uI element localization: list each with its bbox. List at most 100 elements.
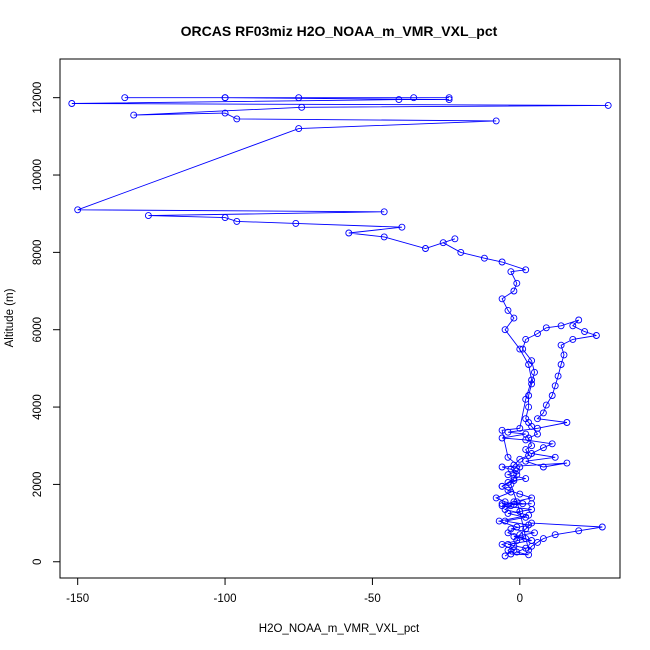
data-point (542, 401, 550, 409)
data-point (295, 125, 303, 133)
data-point (598, 523, 606, 531)
data-point (507, 525, 515, 533)
data-point (604, 101, 612, 109)
data-point (539, 535, 547, 543)
data-point (501, 517, 509, 525)
data-point (410, 94, 418, 102)
data-point (554, 372, 562, 380)
data-point (516, 345, 524, 353)
data-point (522, 457, 530, 465)
data-point (513, 279, 521, 287)
data-point (528, 380, 536, 388)
data-point (528, 376, 536, 384)
y-tick-label: 12000 (32, 82, 44, 114)
data-point (498, 434, 506, 442)
data-point (516, 490, 524, 498)
data-point (525, 403, 533, 411)
data-point (492, 494, 500, 502)
data-point (522, 513, 530, 521)
data-point (74, 206, 82, 214)
data-point (498, 426, 506, 434)
data-point (292, 219, 300, 227)
data-point (504, 546, 512, 554)
data-point (525, 361, 533, 368)
data-point (492, 117, 500, 125)
data-point (380, 208, 388, 216)
data-point (498, 502, 506, 510)
data-point (439, 239, 447, 247)
data-point (522, 525, 530, 533)
data-point (551, 531, 559, 539)
data-point (531, 368, 538, 376)
y-tick-label: 10000 (32, 159, 44, 191)
data-point (528, 442, 536, 450)
y-tick-label: 4000 (32, 394, 44, 420)
data-point (221, 94, 229, 102)
data-point (516, 424, 524, 432)
data-point (522, 266, 530, 274)
data-point (380, 233, 388, 241)
data-point (451, 235, 459, 243)
data-point (513, 548, 521, 556)
data-point (498, 463, 506, 471)
data-point (445, 96, 453, 104)
data-point (528, 422, 536, 430)
data-point (398, 223, 406, 231)
data-point (510, 475, 518, 483)
data-point (498, 295, 506, 303)
x-axis-label: H2O_NOAA_m_VMR_VXL_pct (259, 623, 420, 635)
data-point (507, 480, 515, 488)
data-point (445, 94, 453, 102)
data-point (551, 453, 559, 461)
y-axis-label: Altitude (m) (4, 288, 16, 347)
data-point (510, 314, 518, 322)
data-point (457, 248, 465, 256)
data-point (525, 451, 533, 459)
data-point (522, 335, 530, 343)
data-point (345, 229, 353, 237)
data-point (298, 103, 306, 111)
y-tick-label: 8000 (32, 240, 44, 266)
data-point (501, 326, 509, 334)
data-point (528, 519, 536, 527)
data-point (513, 537, 521, 544)
data-point (560, 351, 568, 359)
data-point (221, 109, 229, 117)
data-point (528, 494, 536, 502)
chart-title: ORCAS RF03miz H2O_NOAA_m_VMR_VXL_pct (181, 23, 498, 39)
x-axis: -150 -100 -50 0 (66, 578, 523, 605)
x-tick-label: -100 (214, 593, 237, 605)
data-point (504, 471, 512, 479)
data-point (557, 361, 565, 368)
x-tick-label: -50 (364, 593, 381, 605)
data-point (504, 453, 512, 461)
data-point (539, 409, 547, 417)
data-point (525, 434, 533, 442)
data-point (507, 268, 515, 276)
data-point (504, 509, 512, 517)
data-point (510, 287, 518, 295)
data-point (519, 500, 527, 508)
data-point (569, 335, 577, 343)
data-point (525, 551, 533, 559)
y-tick-label: 0 (32, 559, 44, 565)
data-point (233, 217, 241, 225)
data-point (534, 430, 541, 438)
data-point (531, 529, 538, 537)
data-point (498, 258, 506, 266)
data-point (395, 96, 403, 104)
data-point (534, 415, 541, 423)
data-point (144, 212, 152, 220)
data-point (121, 94, 129, 102)
data-point (575, 316, 583, 324)
y-tick-label: 2000 (32, 472, 44, 498)
data-point (592, 332, 600, 339)
plot-frame (59, 58, 621, 579)
data-point (516, 455, 524, 463)
y-tick-label: 6000 (32, 317, 44, 343)
data-point (221, 214, 229, 222)
data-point (504, 428, 512, 436)
data-point (534, 330, 541, 338)
data-point (548, 440, 556, 448)
data-point (504, 486, 512, 494)
